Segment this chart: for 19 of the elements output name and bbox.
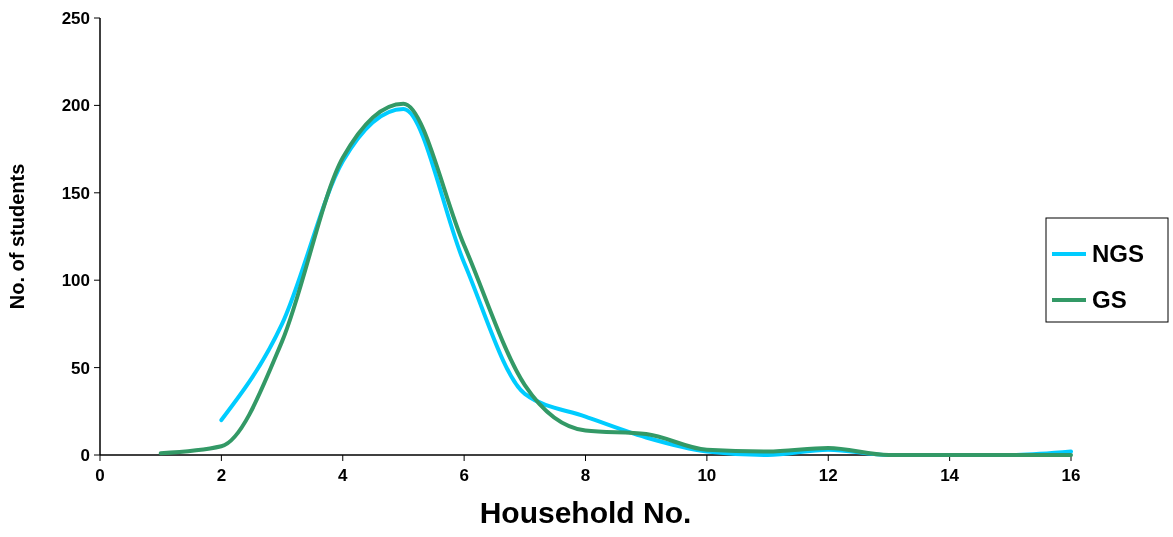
x-tick-label: 6 (459, 466, 469, 485)
x-axis-title: Household No. (479, 496, 692, 529)
y-tick-label: 100 (61, 271, 90, 291)
x-tick-label: 14 (940, 466, 960, 485)
x-tick-label: 8 (580, 466, 591, 485)
y-tick-label: 50 (71, 358, 90, 378)
x-tick-label: 16 (1061, 466, 1081, 485)
y-tick-label: 150 (61, 183, 90, 203)
legend-label: NGS (1092, 240, 1145, 268)
x-tick-label: 4 (338, 466, 349, 485)
x-tick-label: 0 (95, 466, 105, 485)
legend-label: GS (1092, 286, 1127, 314)
y-axis-title: No. of students (6, 163, 28, 310)
y-tick-label: 200 (61, 96, 90, 116)
x-tick-label: 12 (818, 466, 838, 485)
x-tick-label: 10 (697, 466, 717, 485)
y-tick-label: 250 (61, 8, 90, 28)
y-tick-label: 0 (80, 445, 90, 465)
x-tick-label: 2 (216, 466, 227, 485)
